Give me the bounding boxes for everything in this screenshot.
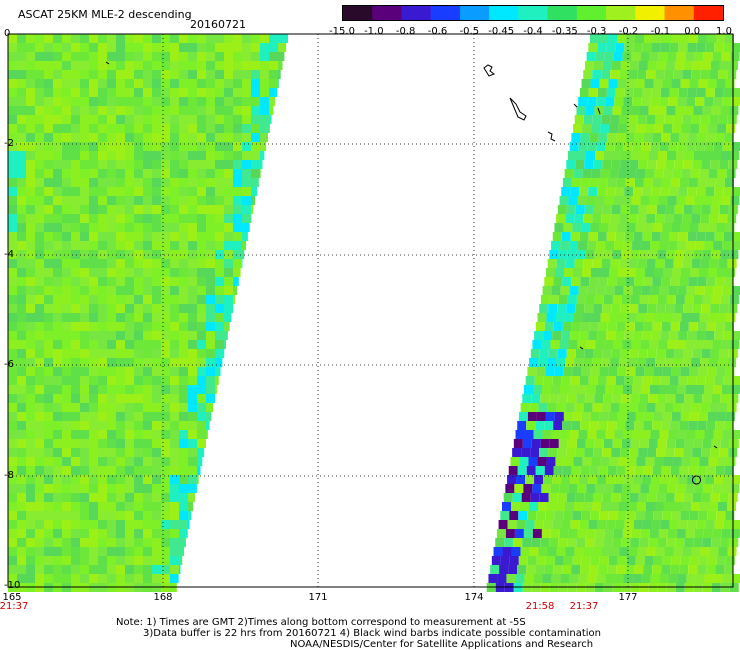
ylabel-0: 0 xyxy=(4,28,11,39)
gridlines xyxy=(8,34,733,587)
colorbar-swatch xyxy=(372,6,402,20)
swath-left xyxy=(8,34,288,592)
colorbar-swatch xyxy=(401,6,432,20)
colorbar-tick-label: -0.45 xyxy=(488,26,515,37)
colorbar-tick-label: -0.5 xyxy=(459,26,480,37)
ylabel-2: -2 xyxy=(4,138,14,149)
colorbar-tick-label: 1.0 xyxy=(716,26,732,37)
colorbar-swatch xyxy=(693,6,723,20)
colorbar-tick-label: -0.2 xyxy=(618,26,639,37)
time-label-mid: 21:58 xyxy=(525,601,555,612)
colorbar-swatch xyxy=(635,6,666,20)
colorbar-swatch xyxy=(547,6,578,20)
product-date: 20160721 xyxy=(190,18,246,31)
xlabel-174: 174 xyxy=(464,592,484,603)
xlabel-168: 168 xyxy=(153,592,173,603)
colorbar-tick-label: -0.1 xyxy=(650,26,671,37)
colorbar-tick-label: -15.0 xyxy=(329,26,355,37)
colorbar-swatch xyxy=(664,6,695,20)
colorbar-swatch xyxy=(606,6,636,20)
colorbar-swatch xyxy=(576,6,607,20)
colorbar-tick-label: -0.6 xyxy=(427,26,448,37)
note-line-1: Note: 1) Times are GMT 2)Times along bot… xyxy=(116,617,526,628)
colorbar-swatch xyxy=(430,6,461,20)
colorbar-tick-label: -0.8 xyxy=(395,26,416,37)
colorbar-swatch xyxy=(459,6,490,20)
colorbar-tick-label: 0.0 xyxy=(684,26,701,37)
xlabel-171: 171 xyxy=(308,592,328,603)
time-label-left: 21:37 xyxy=(0,601,29,612)
ylabel-8: -8 xyxy=(4,470,14,481)
colorbar xyxy=(342,5,724,21)
product-title: ASCAT 25KM MLE-2 descending xyxy=(18,8,192,21)
swath-right xyxy=(486,34,740,592)
note-line-3: NOAA/NESDIS/Center for Satellite Applica… xyxy=(290,639,594,650)
colorbar-swatch xyxy=(518,6,549,20)
map-frame xyxy=(7,33,734,588)
colorbar-tick-label: -0.4 xyxy=(523,26,543,37)
xlabel-177: 177 xyxy=(618,592,638,603)
colorbar-tick-label: -0.35 xyxy=(551,26,578,37)
colorbar-swatch xyxy=(489,6,519,20)
ylabel-4: -4 xyxy=(4,249,14,260)
islands xyxy=(105,61,718,485)
colorbar-tick-label: -0.3 xyxy=(586,26,607,37)
ylabel-6: -6 xyxy=(4,359,14,370)
colorbar-tick-label: -1.0 xyxy=(364,26,384,37)
time-label-right: 21:37 xyxy=(569,601,599,612)
xlabel-165: 165 xyxy=(2,592,22,603)
colorbar-swatch xyxy=(343,6,373,20)
ylabel-10: -10 xyxy=(4,580,21,591)
note-line-2: 3)Data buffer is 22 hrs from 20160721 4)… xyxy=(143,628,601,639)
